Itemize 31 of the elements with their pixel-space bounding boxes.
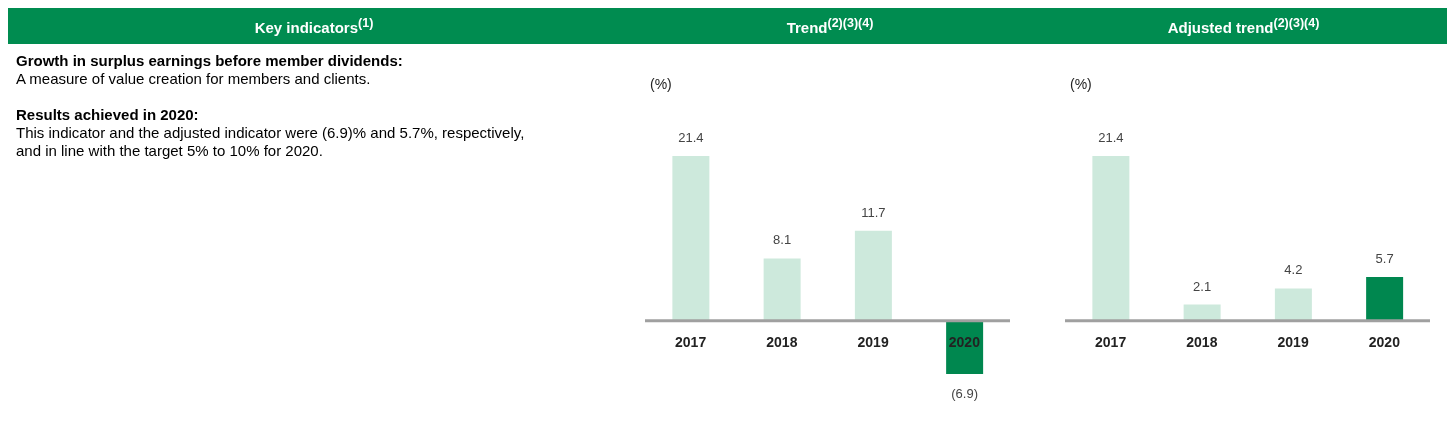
text: Growth in surplus earnings before member dividends: [16, 52, 404, 70]
x-tick-label: 2020 [948, 333, 981, 350]
data-label: 2.1 [1193, 278, 1212, 294]
x-tick-label: 2017 [1095, 333, 1127, 350]
bar [1092, 156, 1130, 321]
data-label: 8.1 [773, 232, 792, 248]
chart-title: Trend$^{(2)(3)(4)}$ [786, 16, 874, 36]
bar [1274, 288, 1312, 321]
data-label: 21.4 [1098, 130, 1124, 145]
data-label: 5.7 [1375, 250, 1394, 266]
data-label: 21.4 [678, 130, 704, 145]
text: This indicator and the adjusted indicator were (6.9)% and 5.7%, respectively, and in line with the target 5% to 10% for 2020. [16, 124, 526, 160]
x-tick-label: 2018 [766, 333, 798, 350]
text: Key indicators$^{(1)}$ [254, 16, 374, 36]
x-tick-label: 2020 [1368, 333, 1401, 350]
text: A measure of value creation for members and clients. [16, 70, 372, 88]
bar [672, 156, 710, 321]
x-tick-label: 2018 [1186, 333, 1218, 350]
bar [1366, 276, 1404, 321]
y-axis-title: (%) [1070, 76, 1092, 92]
data-label: 11.7 [861, 204, 886, 220]
data-label: 4.2 [1284, 262, 1303, 278]
chart-title: Adjusted trend$^{(2)(3)(4)}$ [1167, 16, 1320, 36]
data-label: (6.9) [951, 385, 978, 401]
bar [854, 230, 892, 321]
bar [763, 258, 801, 321]
text: Results achieved in 2020: [16, 106, 200, 124]
x-tick-label: 2019 [1277, 333, 1309, 350]
y-axis-title: (%) [650, 76, 672, 92]
x-tick-label: 2017 [675, 333, 707, 350]
x-tick-label: 2019 [857, 333, 889, 350]
